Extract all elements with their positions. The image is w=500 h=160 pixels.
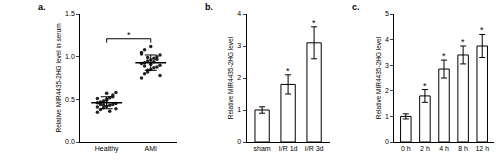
svg-text:1: 1 bbox=[385, 113, 389, 120]
svg-text:2 h: 2 h bbox=[420, 145, 430, 152]
svg-text:2: 2 bbox=[237, 74, 241, 81]
svg-text:0: 0 bbox=[237, 138, 241, 145]
svg-text:4: 4 bbox=[237, 10, 241, 17]
svg-text:c.: c. bbox=[352, 2, 360, 12]
svg-text:Relative MIR4435-2HG level: Relative MIR4435-2HG level bbox=[227, 36, 234, 119]
svg-text:3: 3 bbox=[385, 62, 389, 69]
svg-text:AMI: AMI bbox=[145, 145, 158, 152]
svg-text:sham: sham bbox=[254, 145, 271, 152]
svg-text:1.5: 1.5 bbox=[65, 10, 75, 17]
svg-text:3: 3 bbox=[237, 42, 241, 49]
svg-text:Relative MIR4435-2HG level in: Relative MIR4435-2HG level in serum bbox=[55, 23, 62, 132]
svg-text:*: * bbox=[442, 51, 446, 61]
svg-text:*: * bbox=[127, 30, 131, 40]
svg-text:Healthy: Healthy bbox=[95, 145, 119, 153]
svg-text:2: 2 bbox=[385, 87, 389, 94]
svg-text:*: * bbox=[480, 25, 484, 35]
svg-text:0.0: 0.0 bbox=[65, 138, 75, 145]
svg-text:Relative MIR4435-2HG level: Relative MIR4435-2HG level bbox=[375, 36, 382, 119]
svg-text:4 h: 4 h bbox=[439, 145, 449, 152]
svg-text:*: * bbox=[312, 18, 316, 28]
svg-text:1.0: 1.0 bbox=[65, 53, 75, 60]
svg-text:*: * bbox=[461, 37, 465, 47]
svg-text:8 h: 8 h bbox=[458, 145, 468, 152]
svg-text:0: 0 bbox=[385, 138, 389, 145]
svg-text:a.: a. bbox=[38, 2, 46, 12]
svg-text:12 h: 12 h bbox=[475, 145, 489, 152]
svg-text:b.: b. bbox=[205, 2, 213, 12]
svg-text:*: * bbox=[286, 66, 290, 76]
svg-text:I/R 3d: I/R 3d bbox=[305, 145, 324, 152]
svg-text:0.5: 0.5 bbox=[65, 96, 75, 103]
svg-text:0 h: 0 h bbox=[401, 145, 411, 152]
svg-text:*: * bbox=[423, 81, 427, 91]
svg-text:5: 5 bbox=[385, 10, 389, 17]
svg-text:I/R 1d: I/R 1d bbox=[279, 145, 298, 152]
svg-text:1: 1 bbox=[237, 106, 241, 113]
svg-text:4: 4 bbox=[385, 36, 389, 43]
